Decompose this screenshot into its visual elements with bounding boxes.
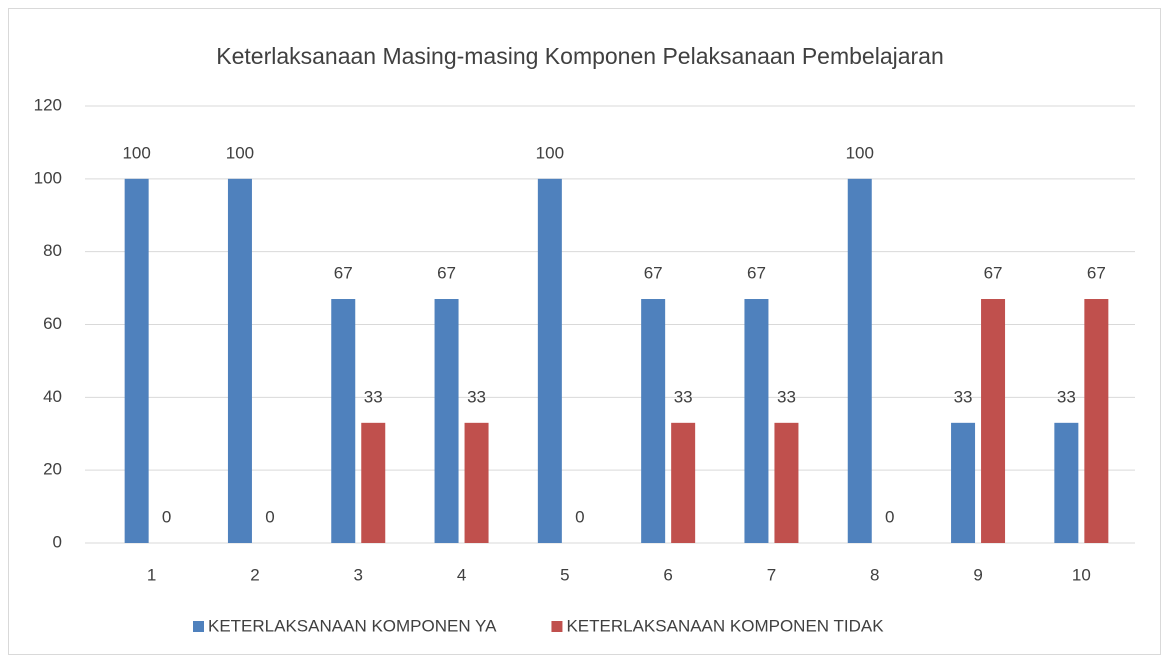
data-label: 67 [334,263,353,282]
x-tick-label: 4 [457,565,466,584]
bar [434,299,459,543]
data-label: 33 [1057,387,1076,406]
data-label: 67 [747,263,766,282]
x-tick-label: 10 [1072,565,1091,584]
legend-swatch [551,621,563,632]
data-label: 100 [122,143,150,162]
data-label: 33 [364,387,383,406]
data-label: 33 [777,387,796,406]
data-label: 0 [162,507,171,526]
legend-swatch [193,621,204,632]
x-tick-label: 1 [147,565,156,584]
bar [1084,299,1109,543]
chart-border [8,8,1161,655]
y-tick-label: 0 [53,532,62,551]
x-tick-label: 8 [870,565,879,584]
data-label: 100 [536,143,564,162]
bar [227,178,252,544]
y-tick-label: 20 [43,460,62,479]
bar [1054,422,1079,543]
chart-title: Keterlaksanaan Masing-masing Komponen Pe… [216,43,944,69]
bar [124,178,149,544]
data-label: 67 [437,263,456,282]
data-label: 0 [265,507,274,526]
data-label: 33 [467,387,486,406]
data-label: 67 [1087,263,1106,282]
x-tick-label: 7 [767,565,776,584]
bar [361,422,386,543]
data-label: 100 [226,143,254,162]
x-tick-label: 6 [663,565,672,584]
bar [951,422,976,543]
bar [537,178,562,544]
x-tick-label: 5 [560,565,569,584]
legend-label: KETERLAKSANAAN KOMPONEN TIDAK [566,616,884,635]
x-tick-label: 2 [250,565,259,584]
bar [981,299,1006,543]
data-label: 67 [644,263,663,282]
y-tick-label: 80 [43,241,62,260]
data-label: 0 [575,507,584,526]
data-label: 33 [674,387,693,406]
bar [671,422,696,543]
bar [331,299,356,543]
data-label: 0 [885,507,894,526]
x-tick-label: 3 [354,565,363,584]
y-tick-label: 120 [34,95,62,114]
data-label: 33 [954,387,973,406]
legend-label: KETERLAKSANAAN KOMPONEN YA [208,616,497,635]
bar [744,299,769,543]
bar [847,178,872,544]
y-tick-label: 40 [43,387,62,406]
data-label: 100 [846,143,874,162]
bar [641,299,666,543]
bar [774,422,799,543]
x-tick-label: 9 [973,565,982,584]
bar [464,422,489,543]
y-tick-label: 60 [43,314,62,333]
y-tick-label: 100 [34,168,62,187]
data-label: 67 [984,263,1003,282]
